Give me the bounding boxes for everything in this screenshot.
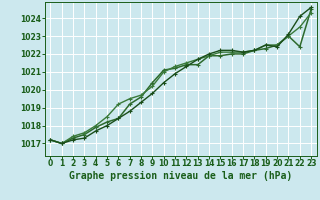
X-axis label: Graphe pression niveau de la mer (hPa): Graphe pression niveau de la mer (hPa) [69, 171, 292, 181]
